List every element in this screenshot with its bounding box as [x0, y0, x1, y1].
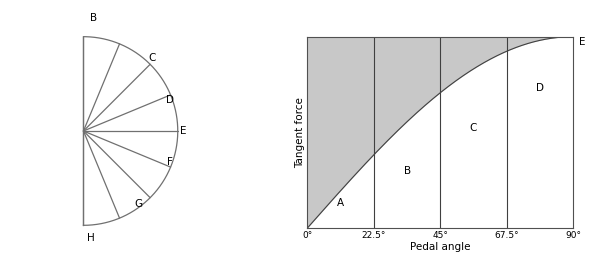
Text: F: F	[167, 157, 173, 167]
Text: C: C	[470, 123, 477, 133]
Text: B: B	[404, 166, 411, 176]
Text: B: B	[90, 13, 97, 23]
Y-axis label: Tangent force: Tangent force	[295, 97, 304, 168]
X-axis label: Pedal angle: Pedal angle	[410, 243, 470, 253]
Text: G: G	[134, 199, 143, 209]
Text: D: D	[166, 95, 174, 105]
Text: H: H	[87, 233, 95, 243]
Text: A: A	[337, 198, 344, 208]
Text: D: D	[536, 83, 544, 93]
Text: C: C	[148, 53, 155, 63]
Text: E: E	[579, 37, 586, 47]
Text: E: E	[180, 126, 186, 136]
